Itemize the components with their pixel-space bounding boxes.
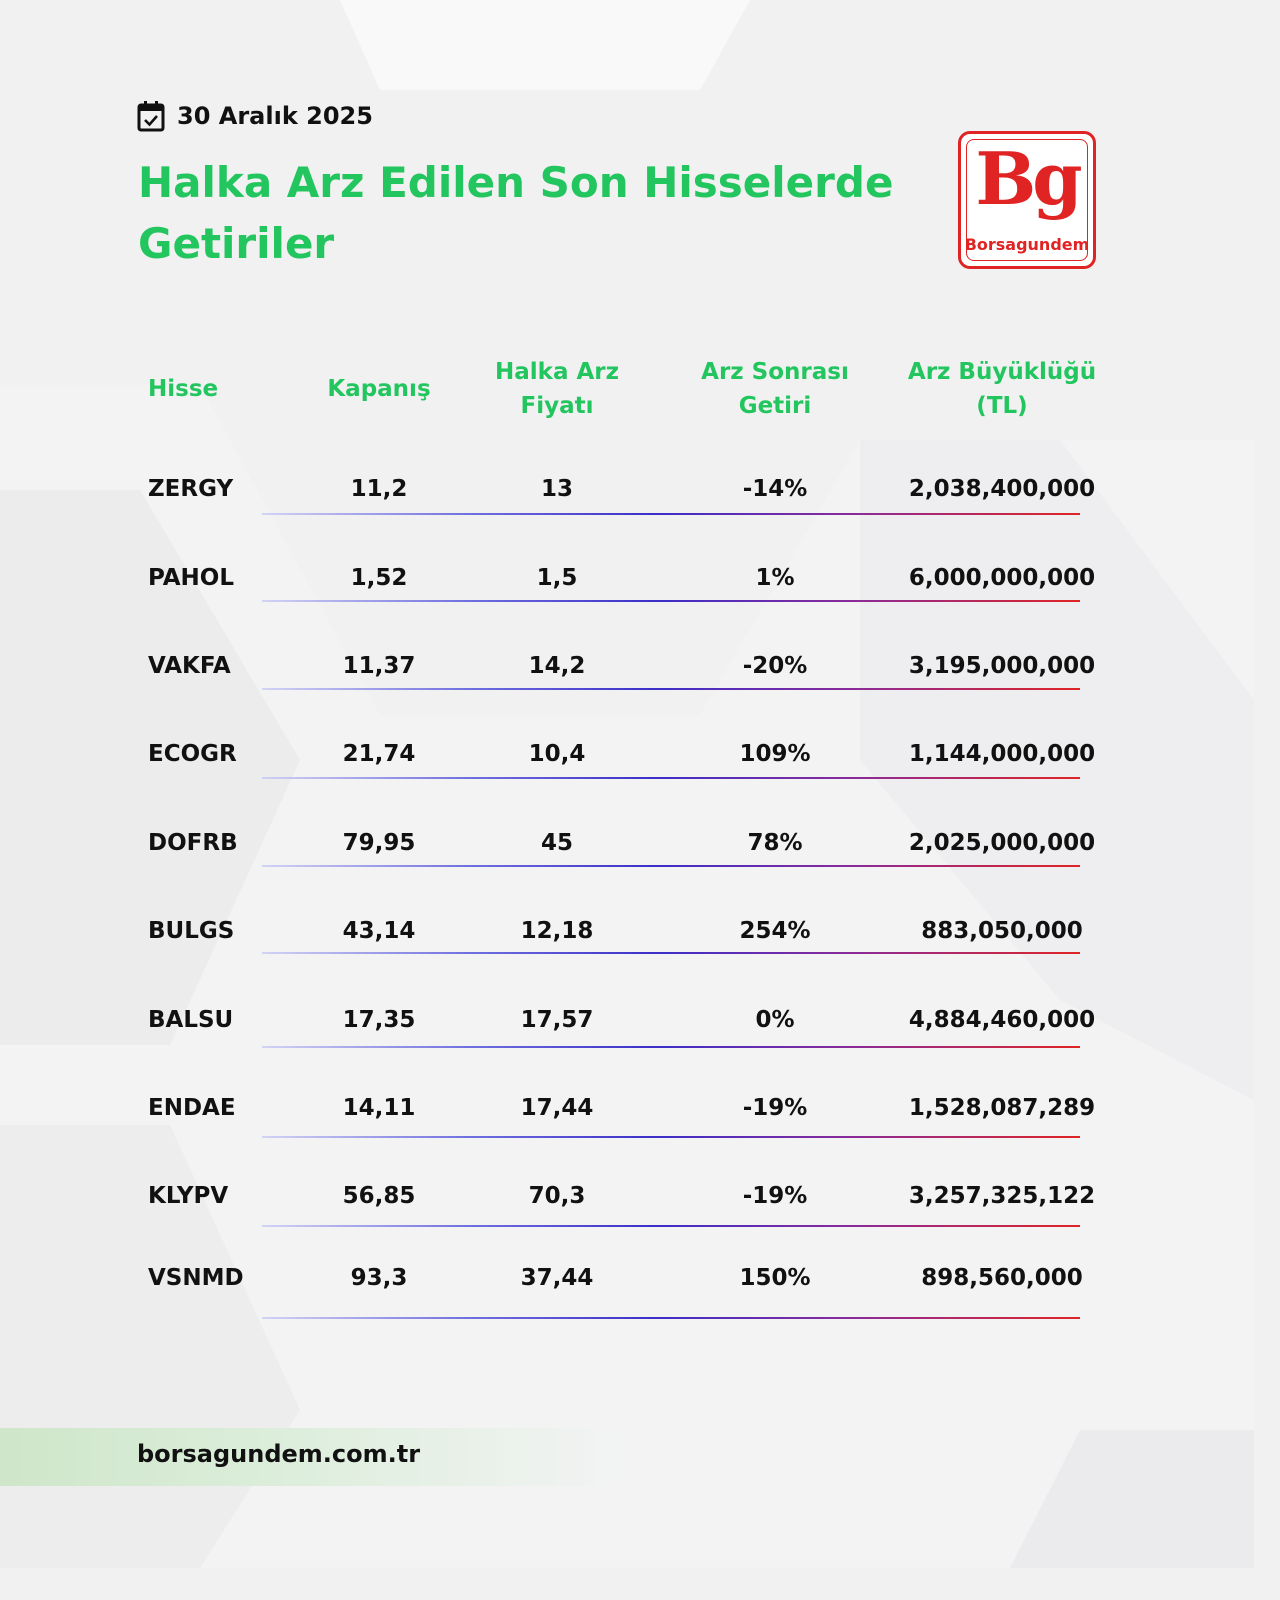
cell-arz-buyuklugu: 1,528,087,289 — [908, 1095, 1096, 1121]
date: 30 Aralık 2025 — [177, 102, 373, 130]
cell-getiri: 150% — [739, 1265, 811, 1291]
cell-arz-buyuklugu: 3,195,000,000 — [908, 653, 1096, 679]
header-halka-arz-fiyati-line: Fiyatı — [520, 393, 594, 419]
header-arz-sonrasi-getiri-line: Getiri — [738, 393, 812, 419]
cell-ticker: VAKFA — [148, 653, 231, 679]
cell-getiri: 0% — [755, 1007, 795, 1033]
cell-ticker: DOFRB — [148, 830, 238, 856]
cell-ticker: VSNMD — [148, 1265, 244, 1291]
header-hisse: Hisse — [148, 372, 218, 406]
footer-url: borsagundem.com.tr — [137, 1440, 421, 1468]
cell-arz-buyuklugu: 1,144,000,000 — [908, 741, 1096, 767]
cell-halka-arz-fiyati: 14,2 — [528, 653, 586, 679]
logo-mark: Bg — [975, 136, 1082, 221]
logo-frame — [966, 139, 1088, 261]
header-arz-buyuklugu: Arz Büyüklüğü (TL) — [908, 355, 1096, 423]
cell-getiri: 1% — [755, 565, 795, 591]
row-divider — [262, 513, 1080, 515]
cell-kapanis: 79,95 — [342, 830, 416, 856]
cell-kapanis: 11,37 — [342, 653, 416, 679]
row-divider — [262, 1136, 1080, 1138]
cell-ticker: KLYPV — [148, 1183, 229, 1209]
header-arz-buyuklugu-line: Arz Büyüklüğü — [907, 359, 1097, 385]
page-title: Halka Arz Edilen Son Hisselerde Getirile… — [138, 158, 894, 268]
header-kapanis: Kapanış — [327, 372, 430, 406]
cell-ticker: BALSU — [148, 1007, 234, 1033]
cell-halka-arz-fiyati: 17,57 — [520, 1007, 594, 1033]
cell-getiri: 109% — [739, 741, 811, 767]
row-divider — [262, 1046, 1080, 1048]
header-halka-arz-fiyati: Halka Arz Fiyatı — [495, 355, 619, 423]
cell-arz-buyuklugu: 898,560,000 — [921, 1265, 1083, 1291]
calendar-check-icon — [137, 101, 165, 132]
cell-getiri: -14% — [742, 476, 808, 502]
cell-ticker: ENDAE — [148, 1095, 236, 1121]
cell-ticker: BULGS — [148, 918, 235, 944]
header-hisse-line: Hisse — [148, 376, 219, 402]
cell-halka-arz-fiyati: 70,3 — [528, 1183, 586, 1209]
cell-getiri: 254% — [739, 918, 811, 944]
row-divider — [262, 952, 1080, 954]
cell-kapanis: 14,11 — [342, 1095, 416, 1121]
row-divider — [262, 688, 1080, 690]
cell-kapanis: 17,35 — [342, 1007, 416, 1033]
cell-arz-buyuklugu: 6,000,000,000 — [908, 565, 1096, 591]
cell-getiri: -19% — [742, 1183, 808, 1209]
header-arz-sonrasi-getiri: Arz Sonrası Getiri — [701, 355, 849, 423]
cell-arz-buyuklugu: 4,884,460,000 — [908, 1007, 1096, 1033]
cell-getiri: 78% — [747, 830, 803, 856]
background-hexagons — [0, 0, 1254, 1568]
cell-halka-arz-fiyati: 10,4 — [528, 741, 586, 767]
row-divider — [262, 777, 1080, 779]
cell-ticker: ZERGY — [148, 476, 234, 502]
date-row: 30 Aralık 2025 — [137, 100, 373, 132]
cell-kapanis: 56,85 — [342, 1183, 416, 1209]
header-arz-buyuklugu-line: (TL) — [976, 393, 1028, 419]
cell-halka-arz-fiyati: 37,44 — [520, 1265, 594, 1291]
logo-brand: Borsagundem — [964, 235, 1090, 254]
header-halka-arz-fiyati-line: Halka Arz — [494, 359, 620, 385]
cell-getiri: -20% — [742, 653, 808, 679]
cell-getiri: -19% — [742, 1095, 808, 1121]
cell-halka-arz-fiyati: 1,5 — [536, 565, 578, 591]
row-divider — [262, 865, 1080, 867]
row-divider — [262, 600, 1080, 602]
cell-arz-buyuklugu: 2,025,000,000 — [908, 830, 1096, 856]
footer-band — [0, 1428, 620, 1486]
cell-ticker: PAHOL — [148, 565, 235, 591]
cell-kapanis: 43,14 — [342, 918, 416, 944]
header-arz-sonrasi-getiri-line: Arz Sonrası — [701, 359, 849, 385]
cell-halka-arz-fiyati: 13 — [540, 476, 574, 502]
cell-arz-buyuklugu: 3,257,325,122 — [908, 1183, 1096, 1209]
cell-halka-arz-fiyati: 12,18 — [520, 918, 594, 944]
row-divider — [262, 1317, 1080, 1319]
cell-halka-arz-fiyati: 17,44 — [520, 1095, 594, 1121]
header-kapanis-line: Kapanış — [327, 376, 431, 402]
page: 30 Aralık 2025 Halka Arz Edilen Son Hiss… — [0, 100, 1096, 1486]
cell-kapanis: 11,2 — [350, 476, 408, 502]
cell-ticker: ECOGR — [148, 741, 237, 767]
cell-halka-arz-fiyati: 45 — [540, 830, 574, 856]
cell-kapanis: 1,52 — [350, 565, 408, 591]
cell-kapanis: 21,74 — [342, 741, 416, 767]
cell-arz-buyuklugu: 883,050,000 — [921, 918, 1083, 944]
cell-arz-buyuklugu: 2,038,400,000 — [908, 476, 1096, 502]
row-divider — [262, 1225, 1080, 1227]
borsagundem-logo: Bg Borsagundem — [958, 131, 1096, 269]
cell-kapanis: 93,3 — [350, 1265, 408, 1291]
